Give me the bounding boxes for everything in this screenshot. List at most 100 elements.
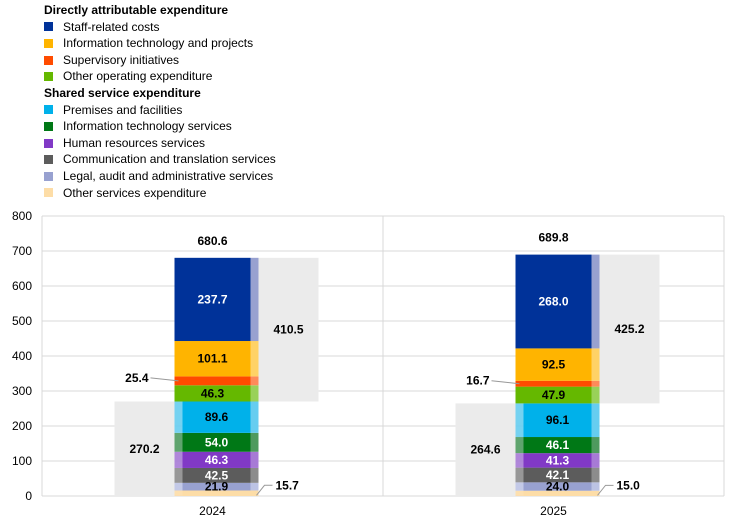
bar-segment [515, 254, 592, 349]
bar-segment [523, 490, 592, 496]
legend-entry: Other operating expenditure [44, 68, 276, 85]
legend-label: Staff-related costs [63, 19, 160, 34]
data-label: 24.0 [546, 480, 570, 494]
legend-label: Information technology services [63, 119, 232, 134]
legend-label: Supervisory initiatives [63, 52, 180, 67]
bar-segment [174, 257, 251, 342]
bar-indicator-segment [591, 490, 600, 496]
data-label: 41.3 [546, 453, 570, 467]
legend-entry: Other services expenditure [44, 185, 276, 202]
total-label: 680.6 [197, 234, 227, 248]
callout-line [256, 484, 273, 496]
y-tick-label: 100 [12, 454, 32, 468]
legend-entry: Premises and facilities [44, 102, 276, 119]
data-label: 47.9 [542, 388, 566, 402]
shared-subtotal-box [455, 403, 516, 496]
legend-label: Information technology and projects [63, 36, 254, 51]
bar-edge-segment [515, 482, 524, 491]
bar-edge-segment [174, 490, 183, 496]
bar-indicator-segment [250, 432, 259, 452]
data-label: 15.7 [276, 478, 300, 492]
bar-indicator-segment [250, 467, 259, 483]
bar-indicator-segment [250, 490, 259, 496]
legend-label: Human resources services [63, 135, 206, 150]
legend-swatch [44, 72, 53, 82]
legend-swatch [44, 55, 53, 65]
legend-label: Premises and facilities [63, 102, 183, 117]
bar-segment [174, 385, 251, 402]
bar-segment [523, 453, 592, 468]
legend-entry: Communication and translation services [44, 151, 276, 168]
bar-segment [515, 380, 592, 387]
data-label: 15.0 [617, 478, 641, 492]
total-label: 689.8 [538, 231, 568, 245]
legend-swatch [44, 138, 53, 148]
y-tick-label: 500 [12, 314, 32, 328]
callout-line [597, 484, 614, 496]
legend: Directly attributable expenditure Staff-r… [44, 2, 276, 201]
bar-indicator-segment [591, 403, 600, 438]
bar-segment [182, 482, 251, 491]
data-label: 101.1 [197, 352, 227, 366]
legend-label: Other operating expenditure [63, 69, 213, 84]
legend-entry: Supervisory initiatives [44, 52, 276, 69]
callout-line [491, 380, 520, 385]
bar-segment [182, 490, 251, 496]
legend-swatch [44, 171, 53, 181]
shared-subtotal-label: 270.2 [129, 442, 159, 456]
legend-swatch [44, 155, 53, 165]
callout-line [150, 377, 179, 382]
legend-swatch [44, 121, 53, 131]
bar-indicator-segment [591, 254, 600, 349]
legend-group-title: Directly attributable expenditure [44, 3, 229, 17]
bar-segment [174, 341, 251, 377]
bar-edge-segment [174, 451, 183, 468]
bar-edge-segment [174, 432, 183, 452]
y-tick-label: 200 [12, 419, 32, 433]
bar-indicator-segment [250, 401, 259, 433]
bar-indicator-segment [250, 341, 259, 377]
y-tick-label: 400 [12, 349, 32, 363]
data-label: 25.4 [125, 371, 149, 385]
bar-segment [523, 467, 592, 483]
bar-edge-segment [174, 401, 183, 433]
legend-entry: Staff-related costs [44, 19, 276, 36]
legend-swatch [44, 38, 53, 48]
bar-edge-segment [174, 467, 183, 483]
y-tick-label: 800 [12, 209, 32, 223]
bar-edge-segment [515, 403, 524, 438]
shared-subtotal-label: 264.6 [470, 443, 500, 457]
data-label: 46.1 [546, 438, 570, 452]
bar-segment [523, 482, 592, 491]
legend-entry: Information technology services [44, 118, 276, 135]
bar-edge-segment [174, 482, 183, 491]
legend-entry: Information technology and projects [44, 35, 276, 52]
data-label: 46.3 [205, 453, 229, 467]
data-label: 92.5 [542, 358, 566, 372]
x-tick-label: 2024 [199, 504, 226, 518]
data-label: 268.0 [538, 295, 568, 309]
bar-indicator-segment [591, 467, 600, 483]
bar-segment [523, 403, 592, 438]
bar-segment [182, 401, 251, 433]
bar-edge-segment [515, 453, 524, 468]
data-label: 237.7 [197, 292, 227, 306]
bar-indicator-segment [591, 482, 600, 491]
bar-segment [182, 451, 251, 468]
data-label: 21.9 [205, 480, 229, 494]
x-tick-label: 2025 [540, 504, 567, 518]
direct-subtotal-box [599, 254, 660, 404]
bar-segment [515, 348, 592, 381]
y-tick-label: 600 [12, 279, 32, 293]
bar-indicator-segment [250, 257, 259, 342]
data-label: 96.1 [546, 413, 570, 427]
y-tick-label: 700 [12, 244, 32, 258]
bar-segment [174, 376, 251, 386]
bar-segment [182, 467, 251, 483]
y-tick-label: 0 [25, 489, 32, 503]
bar-segment [515, 386, 592, 404]
legend-swatch [44, 105, 53, 115]
bar-edge-segment [515, 437, 524, 454]
legend-entry: Legal, audit and administrative services [44, 168, 276, 185]
